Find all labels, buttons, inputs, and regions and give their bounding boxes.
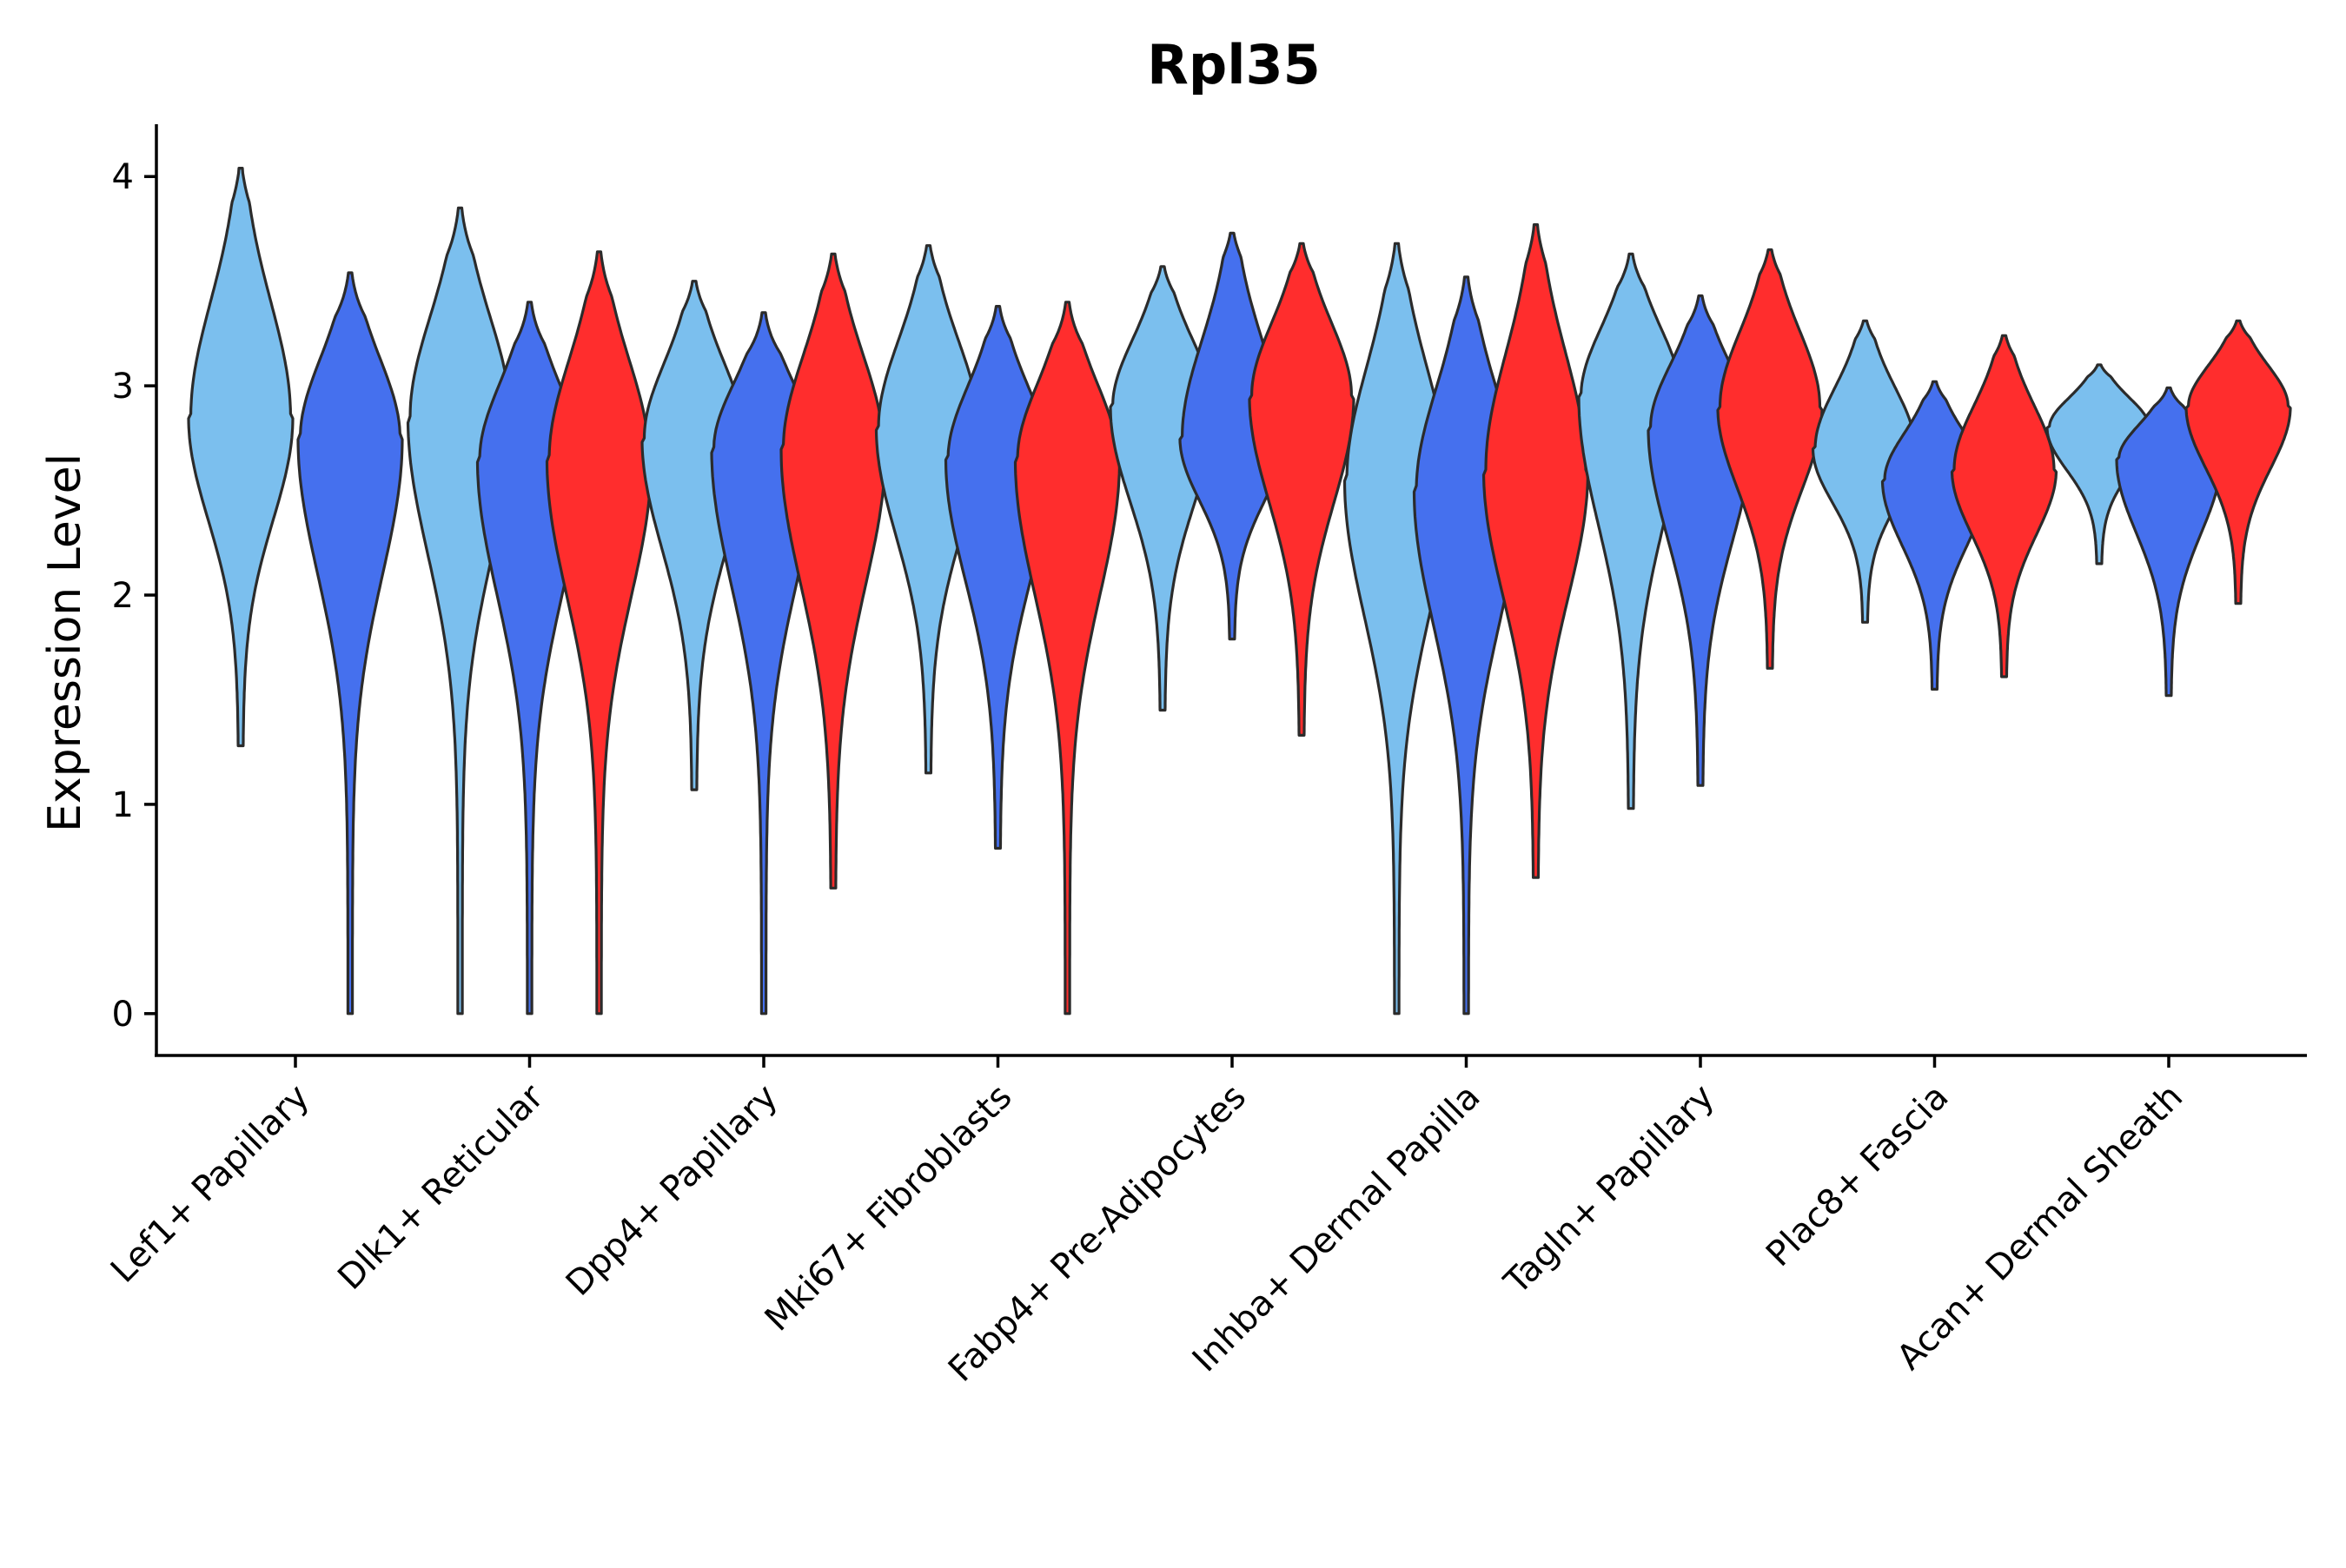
violin-dpp4-papillary-series-2 [779,252,887,890]
y-tick-label: 3 [112,367,134,407]
violin-fabp4-pre-adipocytes-series-1 [1178,231,1286,641]
violin-dpp4-papillary-series-0 [640,280,748,791]
y-tick-label: 1 [112,785,134,825]
violin-mki67-fibroblasts-series-0 [874,244,983,775]
violin-acan-dermal-sheath-series-0 [2045,363,2153,566]
x-tick-label: Dlk1+ Reticular [330,1076,552,1298]
x-tick-label: Tagln+ Papillary [1496,1077,1722,1303]
y-tick-label: 2 [112,576,134,616]
x-tick-label: Mki67+ Fibroblasts [758,1077,1020,1340]
violin-dlk1-reticular-series-2 [545,250,653,1016]
x-tick-label: Lef1+ Papillary [103,1077,317,1291]
violin-tagln-papillary-series-2 [1716,248,1824,670]
y-tick-label: 4 [112,157,134,197]
violin-layer [187,167,2292,1016]
chart-title: Rpl35 [1147,33,1321,96]
x-tick-label: Dpp4+ Papillary [559,1077,785,1304]
violin-acan-dermal-sheath-series-2 [2184,319,2292,605]
violin-fabp4-pre-adipocytes-series-0 [1109,265,1216,712]
violin-plac8-fascia-series-0 [1811,319,1919,624]
y-ticks: 0 1 2 3 4 [112,157,156,1035]
violin-fabp4-pre-adipocytes-series-2 [1248,241,1355,737]
violin-lef1-papillary-series-0 [187,167,295,748]
violin-acan-dermal-sheath-series-1 [2115,386,2223,698]
x-ticks: Lef1+ Papillary Dlk1+ Reticular Dpp4+ Papi… [103,1055,2190,1390]
y-axis-label: Expression Level [39,453,91,832]
violin-dlk1-reticular-series-0 [406,206,514,1016]
violin-plac8-fascia-series-2 [1950,334,2058,678]
violin-lef1-papillary-series-1 [296,271,404,1016]
violin-inhba-dermal-papilla-series-2 [1481,223,1590,879]
violin-mki67-fibroblasts-series-2 [1013,301,1122,1016]
y-tick-label: 0 [112,995,134,1035]
x-tick-label: Plac8+ Fascia [1759,1077,1957,1275]
